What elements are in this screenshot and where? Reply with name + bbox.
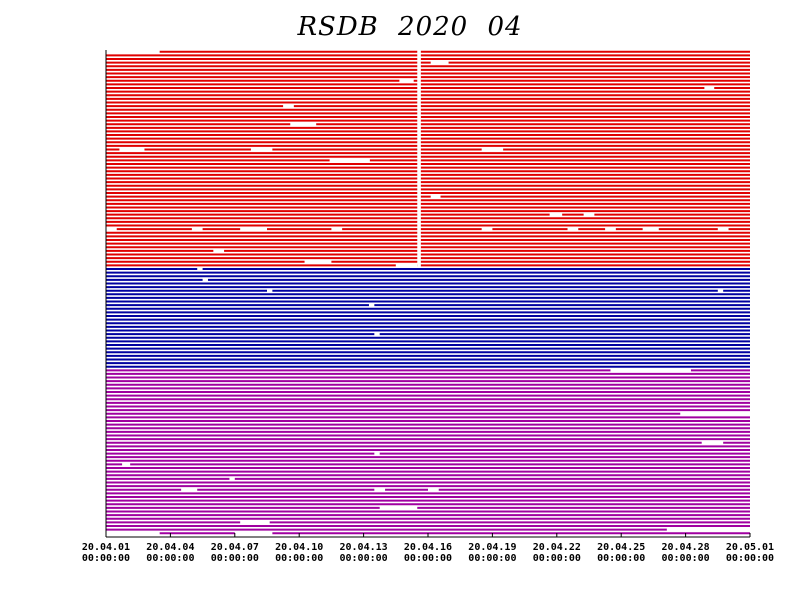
data-gap [717,289,724,293]
x-tick-label: 20.04.01 00:00:00 [81,542,131,564]
data-gap [395,263,418,267]
x-tick-label: 20.04.22 00:00:00 [532,542,581,564]
data-gap [290,122,317,126]
data-gap [368,303,375,307]
group-gap [417,50,421,268]
data-gap [481,148,504,152]
data-gap [481,227,493,231]
x-tick-label: 20.04.10 00:00:00 [275,542,324,564]
x-tick-label: 20.04.25 00:00:00 [597,542,646,564]
data-gap [642,227,659,231]
x-tick-label: 20.04.04 00:00:00 [146,542,195,564]
data-gap [430,195,441,199]
data-gap [197,267,203,271]
data-gap [191,227,203,231]
data-gap [331,227,343,231]
data-gap [240,227,267,231]
data-gap [213,249,225,253]
x-tick-label: 20.05.01 00:00:00 [725,542,775,564]
data-gap [234,531,273,535]
data-gap [717,227,729,231]
data-gap [701,441,724,445]
data-gap [119,148,145,152]
x-tick-label: 20.04.19 00:00:00 [468,542,517,564]
data-gap [399,79,414,83]
x-tick-label: 20.04.13 00:00:00 [339,542,388,564]
data-gap [229,477,235,481]
data-gap [374,452,380,456]
data-gap [267,289,273,293]
data-gap [379,506,418,510]
chart-title: RSDB 2020 04 [296,12,522,42]
data-gap [680,412,750,416]
data-gap [181,488,198,492]
data-gap [106,227,117,231]
x-tick-label: 20.04.16 00:00:00 [403,542,453,564]
data-gap [106,531,160,535]
data-gap [583,213,595,217]
data-gap [106,50,160,54]
x-tick-label: 20.04.28 00:00:00 [661,542,710,564]
data-gap [250,148,273,152]
data-gap [605,227,616,231]
data-gap [202,278,208,282]
data-gap [567,227,579,231]
x-tick-label: 20.04.07 00:00:00 [210,542,259,564]
data-gap [666,528,750,532]
data-gap [428,488,439,492]
data-gap [374,488,386,492]
data-gap [329,158,370,162]
data-gap [430,61,449,65]
data-gap [304,260,332,264]
data-gap [374,332,380,336]
data-gap [549,213,563,217]
data-gap [122,462,131,466]
data-gap [283,104,294,108]
data-gap [704,86,715,90]
data-gap [610,368,691,372]
data-gap [240,520,270,524]
